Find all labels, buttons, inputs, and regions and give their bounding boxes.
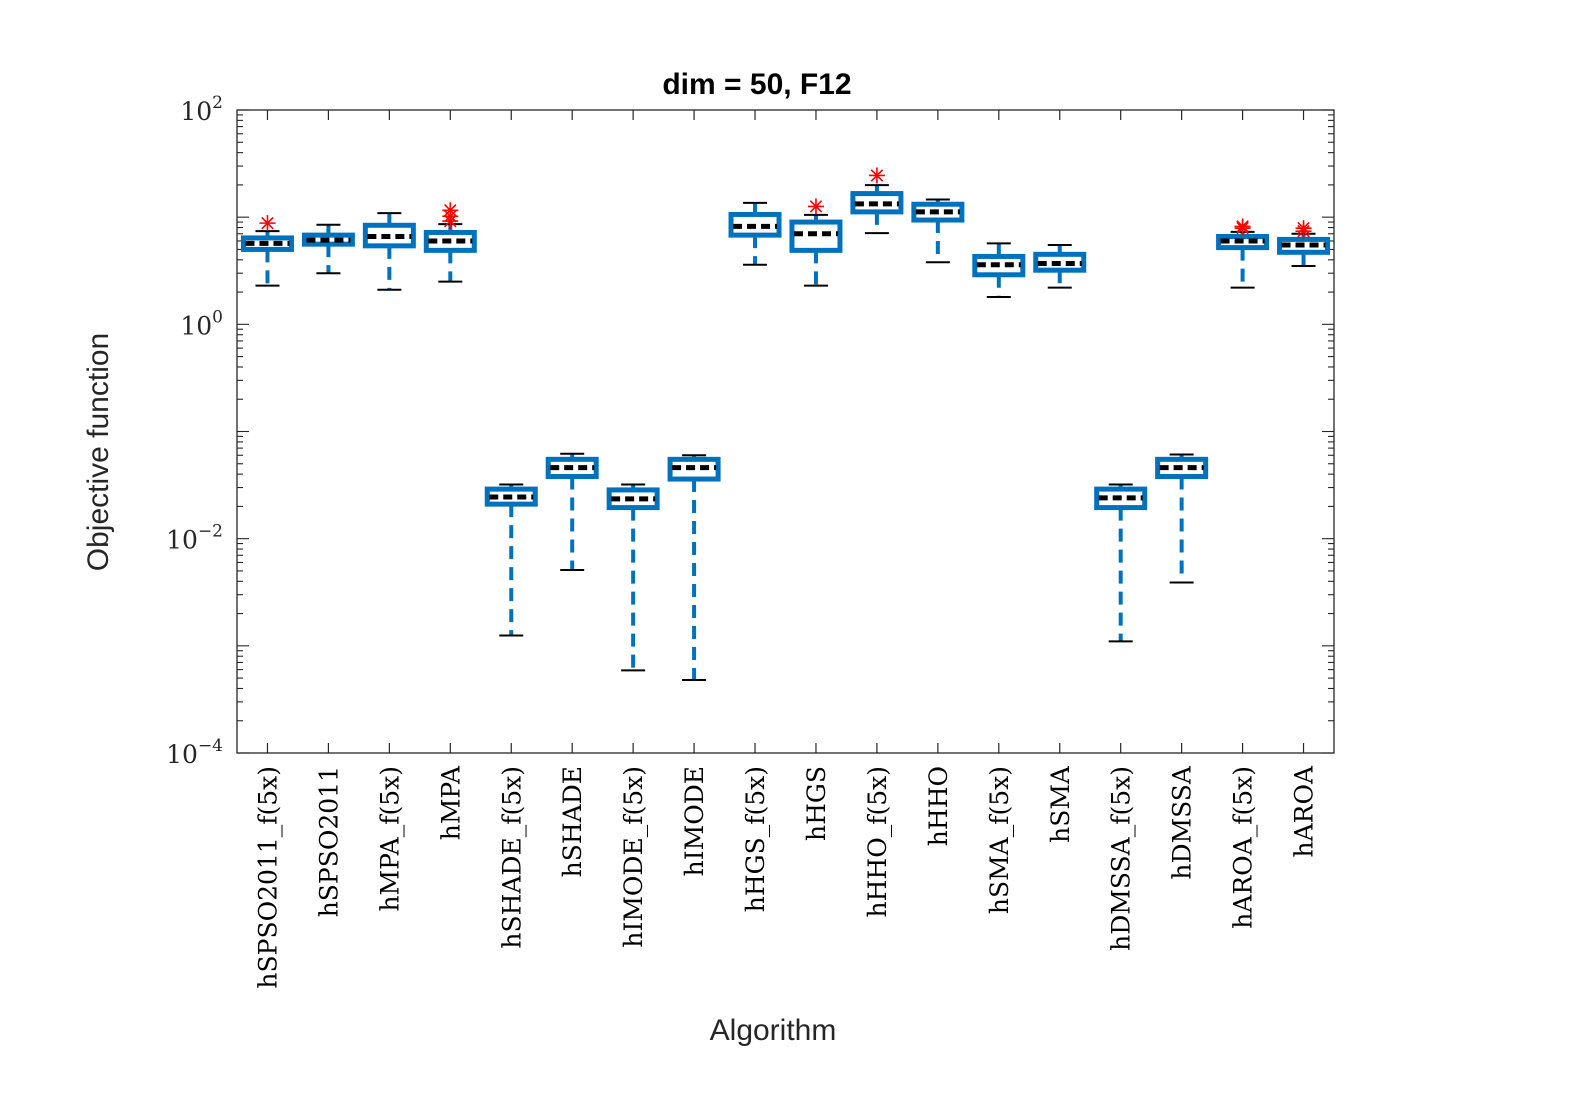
- outlier-marker: [1295, 220, 1312, 237]
- box-hDMSSA_f(5x): [1094, 483, 1148, 643]
- outlier-marker: [1234, 218, 1251, 235]
- x-tick-label: hHGS_f(5x): [741, 766, 770, 912]
- y-tick-label: 10−2: [166, 522, 223, 555]
- x-axis-label: Algorithm: [710, 1014, 837, 1047]
- iqr-box: [1094, 486, 1148, 511]
- box-hIMODE: [667, 454, 721, 681]
- x-tick-label: hDMSSA_f(5x): [1107, 766, 1136, 951]
- outlier-marker: [442, 202, 459, 219]
- x-tick-label: hSPSO2011_f(5x): [253, 766, 282, 989]
- x-tick-label: hSPSO2011: [314, 766, 343, 917]
- iqr-box: [1155, 456, 1209, 480]
- box-hMPA: [423, 202, 477, 283]
- iqr-box: [606, 487, 660, 511]
- box-hSPSO2011_f(5x): [240, 215, 294, 287]
- outlier-stroke: [1236, 220, 1249, 233]
- box-hAROA: [1277, 220, 1331, 268]
- plot-area: [237, 110, 1334, 753]
- iqr-box: [484, 486, 538, 507]
- iqr-box: [1033, 251, 1087, 273]
- x-tick-label: hDMSSA: [1168, 765, 1197, 880]
- box-hHGS: [789, 198, 843, 287]
- box-hSHADE: [545, 452, 599, 572]
- x-tick-label: hSHADE_f(5x): [497, 766, 526, 949]
- box-hHGS_f(5x): [728, 201, 782, 266]
- box-hSMA_f(5x): [972, 242, 1026, 298]
- iqr-box: [545, 456, 599, 480]
- box-hSHADE_f(5x): [484, 483, 538, 637]
- x-tick-label: hHHO: [924, 766, 953, 846]
- x-tick-labels: hSPSO2011_f(5x) hSPSO2011 hMPA_f(5x) hMPA hS…: [253, 765, 1318, 989]
- box-hDMSSA: [1155, 453, 1209, 584]
- y-tick-label: 10−4: [166, 736, 223, 769]
- box-hHHO_f(5x): [850, 167, 904, 235]
- x-tick-label: hMPA: [436, 765, 465, 840]
- x-tick-label: hAROA_f(5x): [1229, 766, 1258, 929]
- iqr-box: [850, 191, 904, 215]
- outlier-marker: [807, 198, 824, 215]
- iqr-box: [728, 211, 782, 238]
- iqr-box: [789, 219, 843, 253]
- x-tick-label: hAROA: [1290, 765, 1319, 857]
- outlier-marker: [868, 167, 885, 184]
- y-tick-label: 100: [180, 307, 223, 340]
- iqr-box: [1277, 236, 1331, 255]
- x-tick-label: hHGS: [802, 766, 831, 841]
- iqr-box: [240, 235, 294, 252]
- outlier-stroke: [809, 200, 823, 213]
- outlier-stroke: [870, 169, 884, 182]
- box-hSMA: [1033, 243, 1087, 289]
- iqr-box: [362, 222, 416, 249]
- x-tick-label: hSMA: [1046, 765, 1075, 843]
- y-tick-labels: 10−4 10−2 100 102: [166, 93, 223, 769]
- iqr-box: [1216, 234, 1270, 251]
- plot-border: [236, 109, 1335, 754]
- x-tick-label: hSMA_f(5x): [985, 766, 1014, 914]
- box-hMPA_f(5x): [362, 212, 416, 291]
- box-hSPSO2011: [301, 223, 355, 275]
- x-tick-label: hMPA_f(5x): [375, 766, 404, 912]
- x-tick-label: hIMODE_f(5x): [619, 766, 648, 948]
- iqr-box: [911, 201, 965, 223]
- x-tick-label: hHHO_f(5x): [863, 766, 892, 917]
- box-series: [240, 167, 1331, 681]
- y-axis-label: Objective function: [82, 333, 115, 571]
- outlier-marker: [259, 215, 276, 232]
- x-tick-label: hSHADE: [558, 766, 587, 877]
- x-tick-label: hIMODE: [680, 766, 709, 876]
- outlier-stroke: [444, 203, 457, 217]
- iqr-box: [423, 229, 477, 253]
- y-tick-label: 102: [180, 93, 223, 126]
- iqr-box: [972, 253, 1026, 278]
- iqr-box: [301, 232, 355, 247]
- outlier-stroke: [1297, 221, 1310, 235]
- box-hHHO: [911, 198, 965, 264]
- outlier-stroke: [261, 216, 274, 230]
- iqr-box: [667, 456, 721, 482]
- box-hIMODE_f(5x): [606, 483, 660, 672]
- box-hAROA_f(5x): [1216, 218, 1270, 289]
- chart-title: dim = 50, F12: [662, 68, 851, 101]
